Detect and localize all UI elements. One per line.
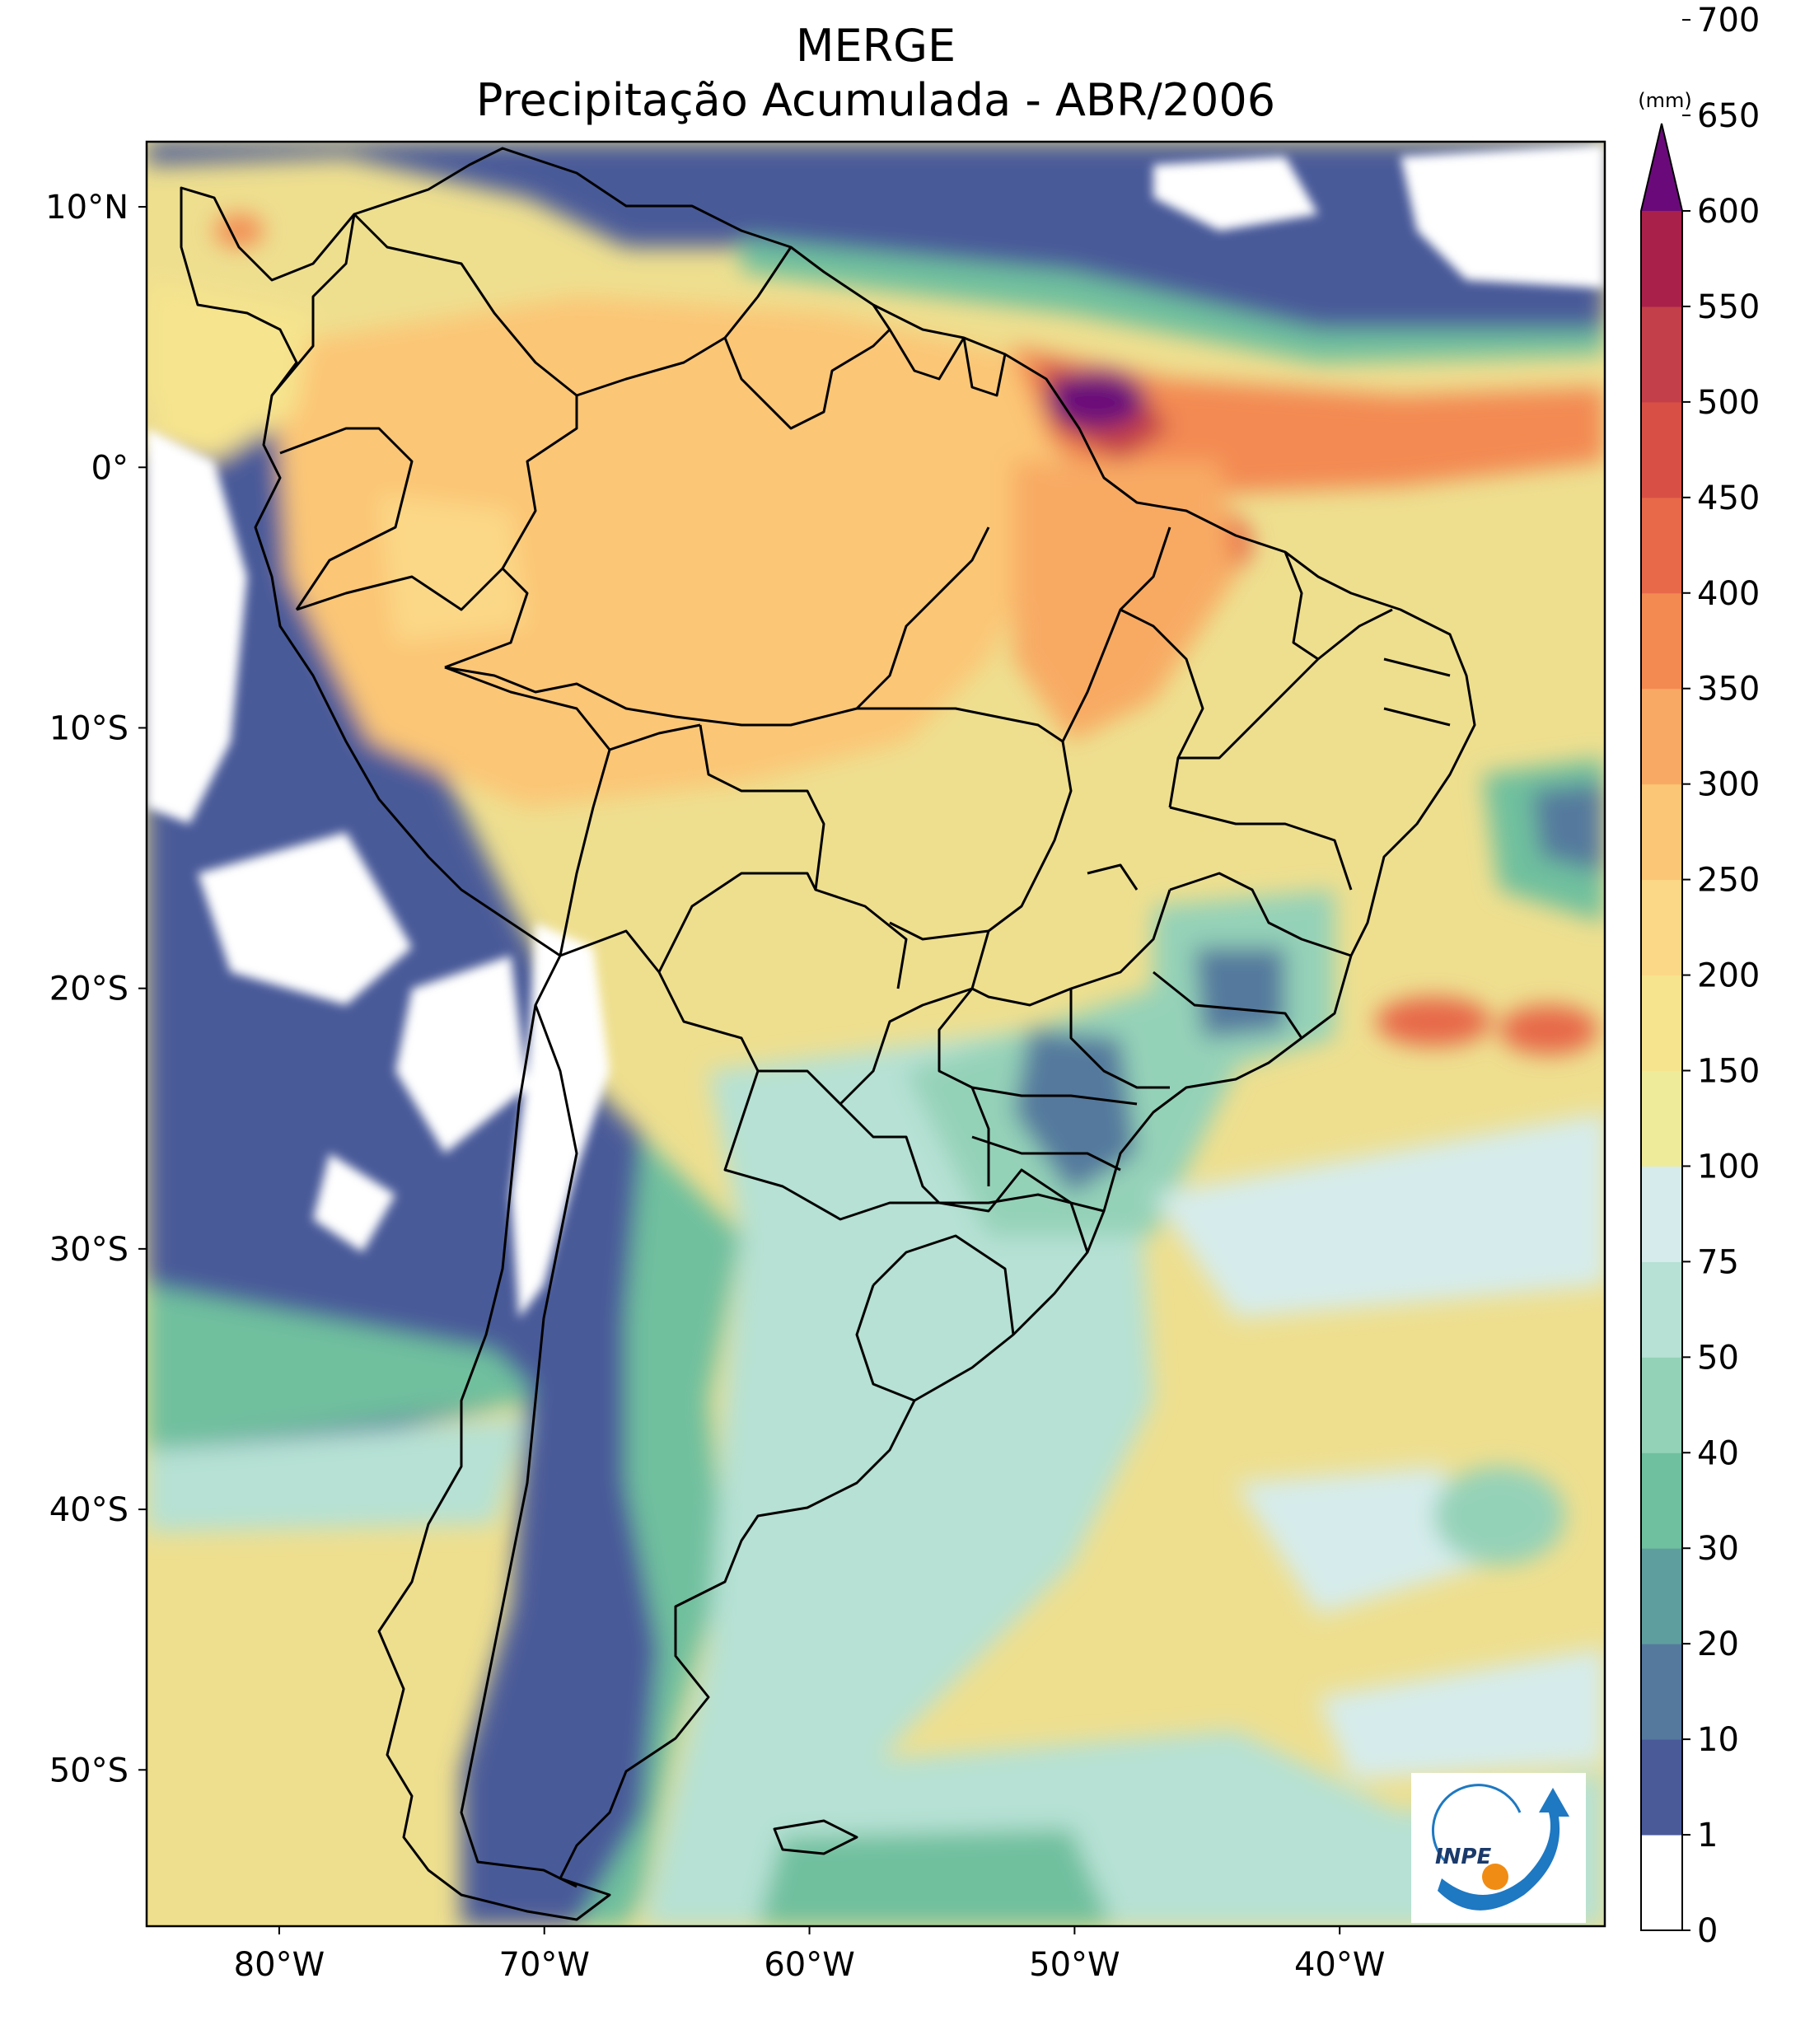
x-tick-label: 40°W: [1294, 1946, 1385, 1984]
colorbar-segment: [1641, 688, 1682, 785]
colorbar-unit: (mm): [1638, 89, 1691, 112]
y-tick-label: 30°S: [49, 1231, 129, 1269]
precipitation-field: [147, 142, 1605, 1926]
colorbar-segment: [1641, 1548, 1682, 1644]
map-subtitle: Precipitação Acumulada - ABR/2006: [475, 74, 1276, 126]
colorbar-segment: [1641, 1835, 1682, 1931]
y-tick-label: 40°S: [49, 1491, 129, 1529]
colorbar-segment: [1641, 1166, 1682, 1262]
colorbar-segment: [1641, 1644, 1682, 1740]
x-tick-label: 60°W: [764, 1946, 854, 1984]
colorbar-segment: [1641, 879, 1682, 976]
colorbar-segment: [1641, 1357, 1682, 1453]
colorbar-level-label: 650: [1697, 97, 1760, 135]
colorbar-segment: [1641, 783, 1682, 881]
inpe-logo: INPE: [1411, 1773, 1586, 1923]
colorbar-level-label: 450: [1697, 479, 1760, 517]
map-title: MERGE: [795, 20, 956, 72]
country-borders: [180, 147, 1476, 1921]
colorbar-level-label: 0: [1697, 1912, 1718, 1950]
colorbar-level-label: 600: [1697, 193, 1760, 231]
colorbar-segment: [1641, 1070, 1682, 1167]
colorbar-level-label: 1: [1697, 1817, 1718, 1855]
colorbar-level-label: 400: [1697, 575, 1760, 613]
colorbar-segment: [1641, 497, 1682, 594]
colorbar-level-label: 75: [1697, 1243, 1739, 1281]
x-tick-label: 80°W: [234, 1946, 325, 1984]
colorbar-level-label: 40: [1697, 1434, 1739, 1472]
x-tick-label: 70°W: [499, 1946, 590, 1984]
colorbar-segment: [1641, 1452, 1682, 1549]
logo-arrow-icon: [1438, 1788, 1569, 1911]
colorbar-level-label: 50: [1697, 1339, 1739, 1377]
colorbar-level-label: 700: [1697, 2, 1760, 40]
y-tick-label: 0°: [91, 449, 129, 487]
colorbar-level-label: 30: [1697, 1530, 1739, 1568]
map-field: INPE: [147, 142, 1605, 1926]
y-tick-label: 20°S: [49, 971, 129, 1008]
colorbar-level-label: 10: [1697, 1721, 1739, 1759]
continent-coastline: [180, 147, 1476, 1921]
colorbar-segment: [1641, 592, 1682, 690]
colorbar-segment: [1641, 975, 1682, 1071]
colorbar-segment: [1641, 1261, 1682, 1358]
x-tick-label: 50°W: [1029, 1946, 1120, 1984]
colorbar-level-label: 20: [1697, 1625, 1739, 1663]
y-tick-label: 10°S: [49, 709, 129, 747]
colorbar-level-label: 200: [1697, 957, 1760, 995]
colorbar-level-label: 100: [1697, 1148, 1760, 1186]
colorbar-level-label: 150: [1697, 1053, 1760, 1091]
colorbar-level-label: 350: [1697, 671, 1760, 709]
colorbar-segment: [1641, 1739, 1682, 1836]
colorbar-segment: [1641, 401, 1682, 498]
logo-text: INPE: [1435, 1845, 1491, 1869]
colorbar-segment: [1641, 306, 1682, 403]
colorbar-outline: [1640, 123, 1683, 1931]
colorbar-segment: [1641, 211, 1682, 307]
y-tick-label: 50°S: [49, 1752, 129, 1789]
colorbar-level-label: 300: [1697, 766, 1760, 804]
y-tick-label: 10°N: [45, 189, 129, 227]
colorbar-level-label: 250: [1697, 862, 1760, 900]
colorbar-extend-arrow: [1641, 124, 1682, 211]
colorbar-level-label: 500: [1697, 384, 1760, 422]
logo-dot-icon: [1482, 1864, 1508, 1890]
colorbar-level-label: 550: [1697, 288, 1760, 326]
colorbar: 0 1 10 20 30 40 50 75 100 150 200 250 300 350 400 450 50…: [1638, 2, 1760, 1950]
no-rain-patches: [147, 144, 1605, 1318]
map-frame: [145, 140, 1606, 1928]
latitude-axis: 10°N 0° 10°S 20°S 30°S 40°S 50°S: [45, 189, 147, 1789]
logo-orbit-icon: [1431, 1784, 1522, 1864]
longitude-axis: 80°W 70°W 60°W 50°W 40°W: [234, 1926, 1385, 1984]
